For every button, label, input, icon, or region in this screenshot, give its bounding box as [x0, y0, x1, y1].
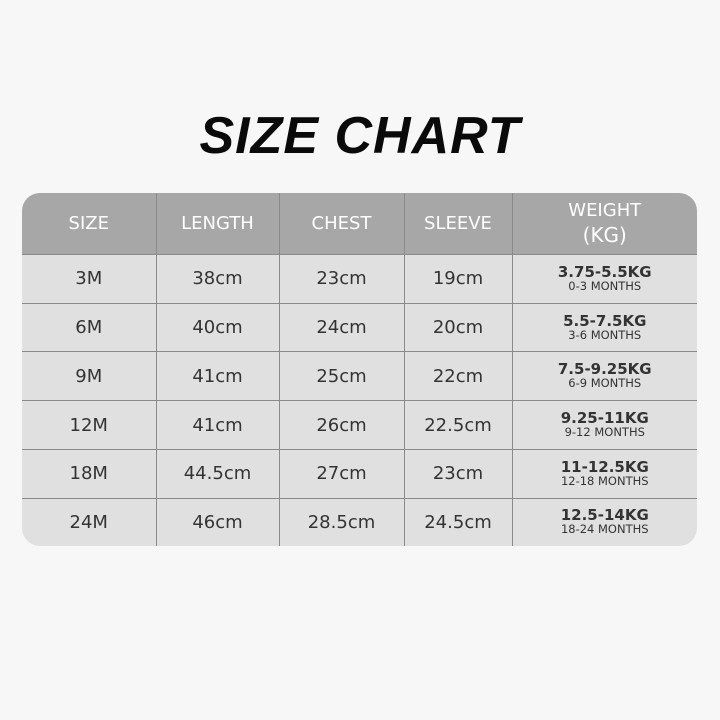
table-row: 6M 40cm 24cm 20cm 5.5-7.5KG 3-6 MONTHS: [22, 302, 697, 352]
cell-length: 44.5cm: [156, 448, 280, 499]
cell-sleeve: 23cm: [404, 448, 513, 499]
cell-size: 12M: [22, 400, 157, 450]
table-row: 9M 41cm 25cm 22cm 7.5-9.25KG 6-9 MONTHS: [22, 351, 697, 401]
cell-size: 3M: [22, 254, 157, 304]
cell-sleeve: 24.5cm: [404, 497, 513, 546]
cell-chest: 28.5cm: [279, 497, 405, 546]
cell-sleeve: 22.5cm: [404, 400, 513, 450]
age-range: 9-12 MONTHS: [564, 425, 645, 440]
cell-length: 46cm: [156, 497, 280, 546]
header-weight-line2: (KG): [582, 222, 627, 247]
cell-weight: 3.75-5.5KG 0-3 MONTHS: [512, 254, 697, 304]
header-chest: CHEST: [279, 193, 405, 255]
cell-weight: 7.5-9.25KG 6-9 MONTHS: [512, 351, 697, 401]
table-row: 18M 44.5cm 27cm 23cm 11-12.5KG 12-18 MONTHS: [22, 448, 697, 499]
cell-chest: 25cm: [279, 351, 405, 401]
table-row: 24M 46cm 28.5cm 24.5cm 12.5-14KG 18-24 MONTHS: [22, 497, 697, 546]
age-range: 6-9 MONTHS: [568, 376, 642, 391]
cell-size: 9M: [22, 351, 157, 401]
cell-weight: 11-12.5KG 12-18 MONTHS: [512, 448, 697, 499]
age-range: 3-6 MONTHS: [568, 327, 642, 342]
age-range: 18-24 MONTHS: [560, 522, 649, 537]
page-title: SIZE CHART: [199, 107, 521, 165]
cell-chest: 24cm: [279, 302, 405, 352]
cell-size: 6M: [22, 302, 157, 352]
weight-range: 7.5-9.25KG: [557, 360, 652, 379]
weight-range: 3.75-5.5KG: [557, 262, 652, 281]
weight-range: 9.25-11KG: [560, 409, 649, 428]
cell-sleeve: 20cm: [404, 302, 513, 352]
cell-length: 41cm: [156, 351, 280, 401]
cell-sleeve: 19cm: [404, 254, 513, 304]
header-length: LENGTH: [156, 193, 280, 255]
weight-range: 12.5-14KG: [560, 506, 649, 525]
cell-chest: 26cm: [279, 400, 405, 450]
table-row: 3M 38cm 23cm 19cm 3.75-5.5KG 0-3 MONTHS: [22, 254, 697, 304]
weight-range: 5.5-7.5KG: [563, 311, 647, 330]
table-header-row: SIZE LENGTH CHEST SLEEVE WEIGHT (KG): [22, 193, 697, 255]
cell-chest: 27cm: [279, 448, 405, 499]
cell-length: 38cm: [156, 254, 280, 304]
cell-size: 18M: [22, 448, 157, 499]
size-chart-table: SIZE LENGTH CHEST SLEEVE WEIGHT (KG) 3M 38…: [22, 193, 697, 546]
header-size: SIZE: [22, 193, 157, 255]
cell-weight: 5.5-7.5KG 3-6 MONTHS: [512, 302, 697, 352]
cell-length: 40cm: [156, 302, 280, 352]
header-weight: WEIGHT (KG): [512, 193, 697, 255]
header-weight-line1: WEIGHT: [568, 199, 642, 221]
header-sleeve: SLEEVE: [404, 193, 513, 255]
cell-chest: 23cm: [279, 254, 405, 304]
weight-range: 11-12.5KG: [560, 457, 649, 476]
age-range: 0-3 MONTHS: [568, 278, 642, 293]
cell-weight: 9.25-11KG 9-12 MONTHS: [512, 400, 697, 450]
cell-size: 24M: [22, 497, 157, 546]
cell-weight: 12.5-14KG 18-24 MONTHS: [512, 497, 697, 546]
table-row: 12M 41cm 26cm 22.5cm 9.25-11KG 9-12 MONTHS: [22, 400, 697, 450]
cell-length: 41cm: [156, 400, 280, 450]
cell-sleeve: 22cm: [404, 351, 513, 401]
age-range: 12-18 MONTHS: [560, 473, 649, 488]
